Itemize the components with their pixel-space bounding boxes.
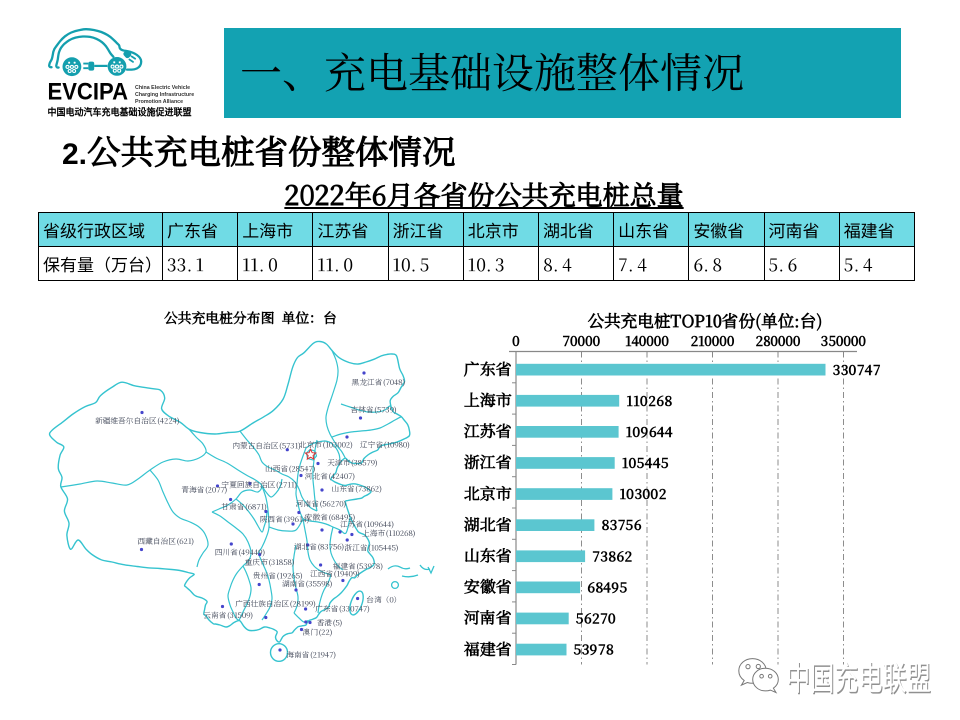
svg-text:Charging Infrastructure: Charging Infrastructure [135,92,194,98]
svg-text:海南省 (21947): 海南省 (21947) [286,650,336,661]
svg-text:70000: 70000 [563,330,601,350]
svg-text:青海省 (2077): 青海省 (2077) [181,485,227,496]
svg-text:河北省 (42407): 河北省 (42407) [305,471,355,482]
svg-text:西藏自治区 (621): 西藏自治区 (621) [138,536,195,547]
svg-text:江苏省 (109644): 江苏省 (109644) [340,519,394,530]
svg-text:广西壮族自治区 (28199): 广西壮族自治区 (28199) [235,599,316,610]
svg-text:110268: 110268 [626,390,672,410]
svg-text:四川省 (49449): 四川省 (49449) [215,547,266,558]
svg-text:湖北省: 湖北省 [464,512,512,535]
svg-text:澳门 (22): 澳门 (22) [303,627,333,638]
svg-text:黑龙江省 (7048): 黑龙江省 (7048) [352,377,406,388]
svg-text:河南省: 河南省 [464,606,512,629]
svg-text:江苏省: 江苏省 [463,419,512,442]
svg-text:EVCIPA: EVCIPA [48,79,129,106]
svg-text:53978: 53978 [574,639,614,659]
svg-text:浙江省: 浙江省 [464,450,512,473]
svg-text:内蒙古自治区 (5731): 内蒙古自治区 (5731) [232,441,301,452]
svg-text:江西省 (19409): 江西省 (19409) [310,569,360,580]
svg-text:广东省 (330747): 广东省 (330747) [315,604,370,615]
svg-text:68495: 68495 [587,577,628,597]
svg-text:83756: 83756 [601,514,641,534]
svg-text:吉林省 (5739): 吉林省 (5739) [351,405,397,416]
svg-text:安徽省: 安徽省 [464,575,512,598]
svg-text:China Electric Vehicle: China Electric Vehicle [135,85,190,91]
svg-text:73862: 73862 [592,545,632,565]
svg-text:福建省: 福建省 [463,637,512,660]
svg-text:330747: 330747 [833,359,881,379]
svg-text:中国电动汽车充电基础设施促进联盟: 中国电动汽车充电基础设施促进联盟 [48,104,192,119]
svg-text:105445: 105445 [622,452,669,472]
svg-text:湖北省 (83756): 湖北省 (83756) [294,542,345,553]
svg-text:天津市 (38579): 天津市 (38579) [327,458,378,469]
svg-text:350000: 350000 [820,330,867,350]
svg-text:云南省 (31509): 云南省 (31509) [203,610,253,621]
svg-text:山西省 (28547): 山西省 (28547) [265,464,316,475]
svg-text:103002: 103002 [619,483,666,503]
svg-text:Promotion Alliance: Promotion Alliance [135,99,183,105]
svg-text:山东省 (73862): 山东省 (73862) [332,484,383,495]
svg-text:贵州省 (19265): 贵州省 (19265) [253,571,303,582]
svg-text:湖南省 (35598): 湖南省 (35598) [282,579,333,590]
svg-text:福建省 (53978): 福建省 (53978) [333,561,384,572]
svg-text:广东省: 广东省 [463,357,512,380]
svg-text:140000: 140000 [625,330,669,350]
svg-text:甘肃省 (6871): 甘肃省 (6871) [221,502,267,513]
svg-text:台湾（0）: 台湾（0） [366,595,401,606]
svg-text:210000: 210000 [691,330,735,350]
svg-text:109644: 109644 [626,421,673,441]
svg-text:香港 (5): 香港 (5) [317,618,343,629]
svg-text:河南省 (56270): 河南省 (56270) [296,499,347,510]
svg-text:280000: 280000 [755,330,801,350]
svg-text:北京市 (103002): 北京市 (103002) [299,440,353,451]
svg-text:0: 0 [512,330,520,350]
svg-text:安徽省 (68495): 安徽省 (68495) [305,512,356,523]
svg-text:浙江省 (105445): 浙江省 (105445) [344,543,398,554]
svg-text:重庆市 (31858): 重庆市 (31858) [245,557,295,568]
svg-text:上海市: 上海市 [464,388,512,411]
svg-text:宁夏回族自治区 (2711): 宁夏回族自治区 (2711) [222,480,298,491]
svg-text:新疆维吾尔自治区 (4224): 新疆维吾尔自治区 (4224) [95,416,180,427]
svg-text:山东省: 山东省 [464,544,512,567]
svg-text:陕西省 (39614): 陕西省 (39614) [260,514,310,525]
svg-text:56270: 56270 [576,608,616,628]
svg-text:上海市 (110268): 上海市 (110268) [362,528,416,539]
svg-text:辽宁省 (10980): 辽宁省 (10980) [360,440,410,451]
svg-text:北京市: 北京市 [463,481,512,504]
